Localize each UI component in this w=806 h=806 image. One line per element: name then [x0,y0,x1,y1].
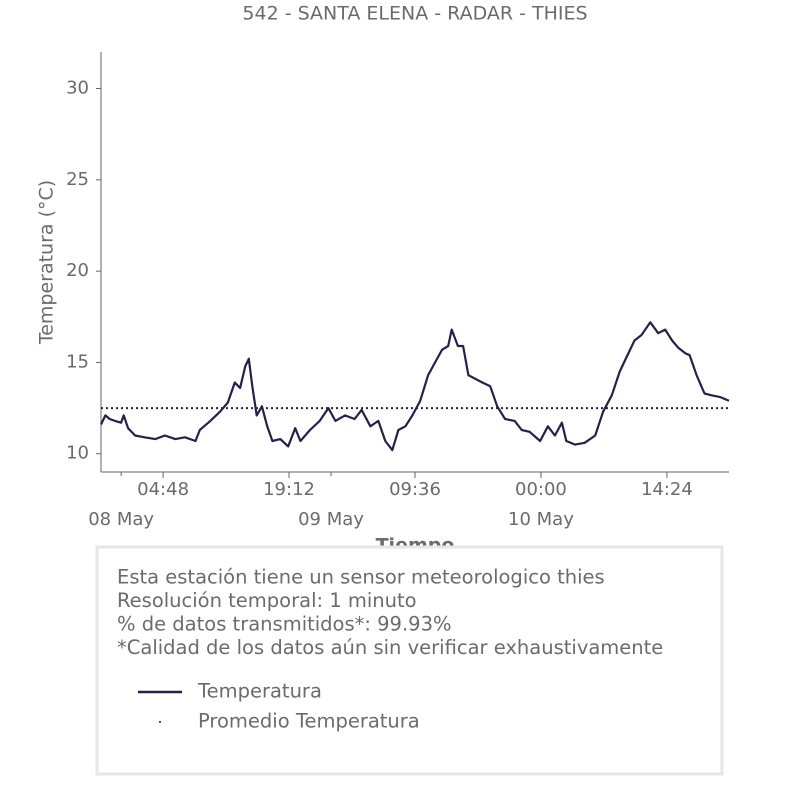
chart-title: 542 - SANTA ELENA - RADAR - THIES [242,3,587,25]
data-line [100,321,730,452]
x-tick-label: 14:24 [641,479,693,500]
y-tick-label: 30 [66,78,89,99]
info-line: Resolución temporal: 1 minuto [117,589,417,612]
info-text: Esta estación tiene un sensor meteorolog… [117,566,663,660]
x-tick-label: 09:36 [389,479,441,500]
x-tick-label: 00:00 [515,479,567,500]
info-box [95,545,724,776]
y-tick-label: 15 [66,351,89,372]
x-date-label: 10 May [508,509,574,530]
info-line: Esta estación tiene un sensor meteorolog… [117,566,605,589]
y-tick-label: 20 [66,260,89,281]
x-tick-label: 04:48 [137,479,189,500]
legend-label: Temperatura [197,680,322,703]
y-tick-label: 25 [66,169,89,190]
info-line: % de datos transmitidos*: 99.93% [117,613,452,636]
info-line: *Calidad de los datos aún sin verificar … [117,636,663,659]
x-date-label: 08 May [88,509,154,530]
y-axis-label: Temperatura (°C) [36,180,58,345]
legend-marker [159,721,161,723]
x-date-label: 09 May [298,509,364,530]
legend-label: Promedio Temperatura [198,710,420,733]
y-tick-label: 10 [66,443,89,464]
legend: Temperatura Promedio Temperatura [138,680,420,733]
x-tick-label: 19:12 [263,479,315,500]
